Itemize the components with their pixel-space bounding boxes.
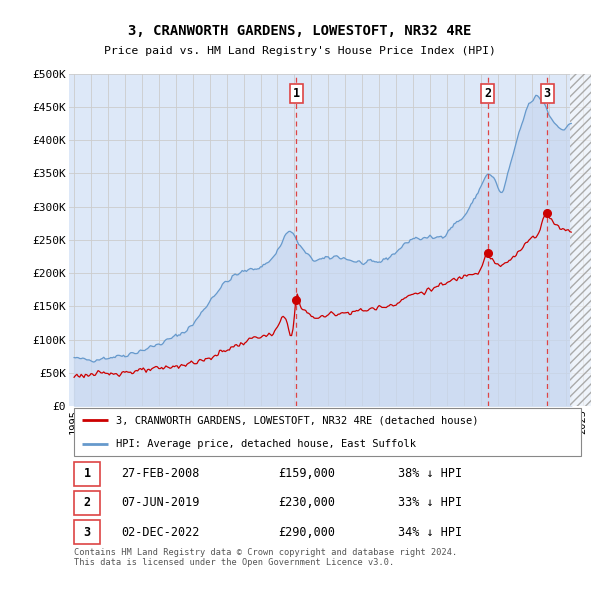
Text: 2: 2 (484, 87, 491, 100)
Text: 34% ↓ HPI: 34% ↓ HPI (398, 526, 462, 539)
Text: 33% ↓ HPI: 33% ↓ HPI (398, 496, 462, 509)
Text: £230,000: £230,000 (278, 496, 335, 509)
Text: 2: 2 (84, 496, 91, 509)
Text: 02-DEC-2022: 02-DEC-2022 (121, 526, 200, 539)
Text: Price paid vs. HM Land Registry's House Price Index (HPI): Price paid vs. HM Land Registry's House … (104, 47, 496, 56)
Text: 1: 1 (293, 87, 299, 100)
Text: £290,000: £290,000 (278, 526, 335, 539)
Text: 3: 3 (84, 526, 91, 539)
Text: 1: 1 (84, 467, 91, 480)
Text: 38% ↓ HPI: 38% ↓ HPI (398, 467, 462, 480)
FancyBboxPatch shape (74, 408, 581, 456)
Text: 3, CRANWORTH GARDENS, LOWESTOFT, NR32 4RE: 3, CRANWORTH GARDENS, LOWESTOFT, NR32 4R… (128, 24, 472, 38)
Text: 3: 3 (544, 87, 551, 100)
FancyBboxPatch shape (74, 462, 100, 486)
Text: 27-FEB-2008: 27-FEB-2008 (121, 467, 200, 480)
Text: HPI: Average price, detached house, East Suffolk: HPI: Average price, detached house, East… (116, 439, 416, 449)
Text: £159,000: £159,000 (278, 467, 335, 480)
Text: Contains HM Land Registry data © Crown copyright and database right 2024.
This d: Contains HM Land Registry data © Crown c… (74, 548, 457, 567)
FancyBboxPatch shape (74, 520, 100, 544)
Text: 3, CRANWORTH GARDENS, LOWESTOFT, NR32 4RE (detached house): 3, CRANWORTH GARDENS, LOWESTOFT, NR32 4R… (116, 415, 478, 425)
Text: 07-JUN-2019: 07-JUN-2019 (121, 496, 200, 509)
FancyBboxPatch shape (74, 491, 100, 515)
